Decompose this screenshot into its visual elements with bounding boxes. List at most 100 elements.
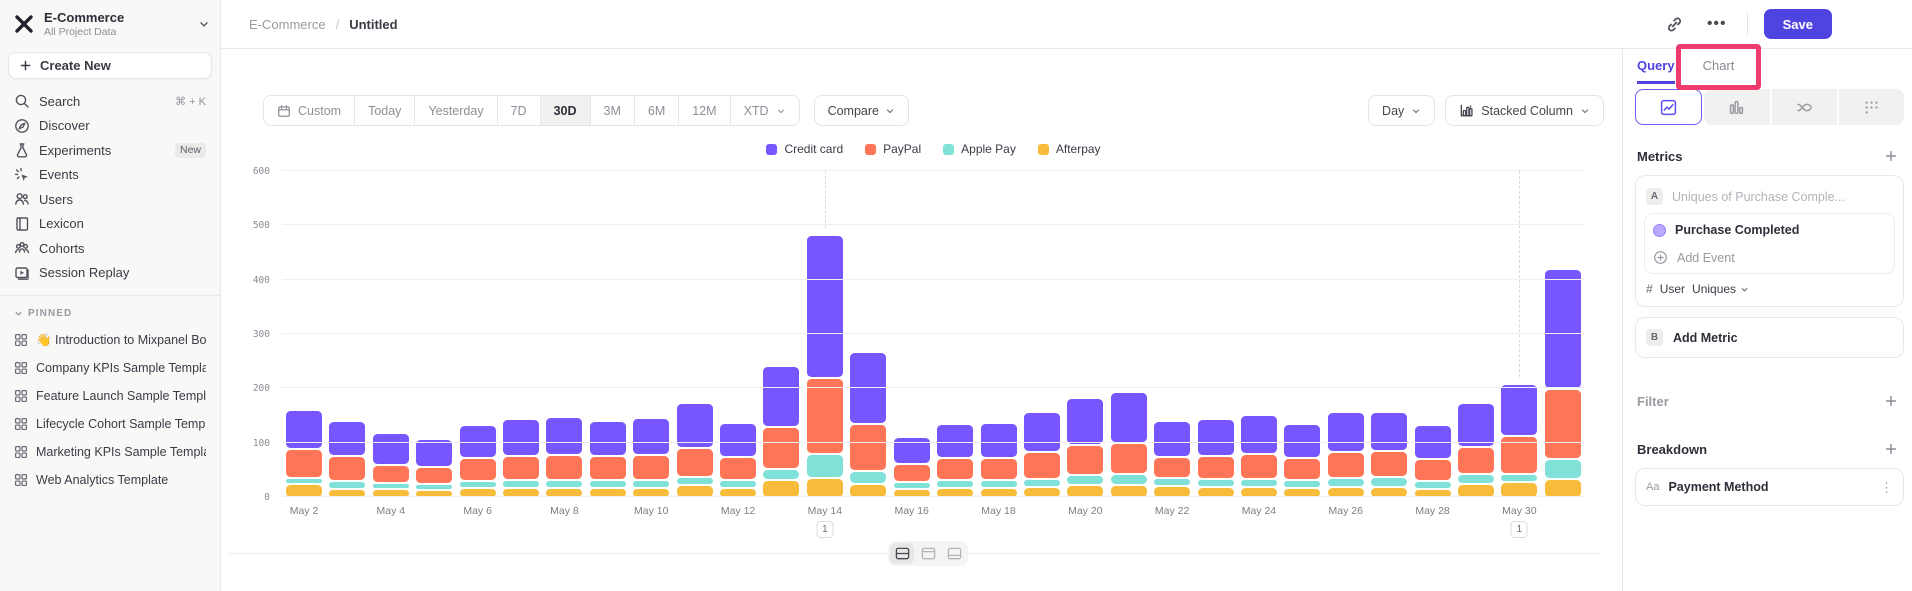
bar-segment-paypal[interactable] — [589, 457, 626, 479]
bar-segment-paypal[interactable] — [1414, 460, 1451, 480]
bar-segment-afterpay[interactable] — [416, 490, 453, 497]
bar-segment-apple-pay[interactable] — [503, 480, 540, 487]
bar-segment-afterpay[interactable] — [763, 480, 800, 497]
pinned-section-toggle[interactable]: PINNED — [0, 304, 220, 322]
bar-segment-afterpay[interactable] — [1240, 488, 1277, 497]
bar-segment-afterpay[interactable] — [372, 490, 409, 497]
bar-segment-credit-card[interactable] — [1327, 412, 1364, 452]
bar-segment-credit-card[interactable] — [1501, 384, 1538, 436]
bar-segment-afterpay[interactable] — [1023, 488, 1060, 497]
pinned-board-item[interactable]: Web Analytics Template — [8, 466, 212, 494]
viz-tab-line-chart[interactable] — [1635, 89, 1703, 125]
pinned-board-item[interactable]: Feature Launch Sample Templa — [8, 382, 212, 410]
bar-column-may-20[interactable]: May 20 — [1067, 171, 1104, 517]
bar-segment-apple-pay[interactable] — [676, 477, 713, 485]
date-range-3m[interactable]: 3M — [590, 96, 635, 125]
tab-chart[interactable]: Chart — [1702, 57, 1735, 73]
bar-segment-credit-card[interactable] — [1154, 422, 1191, 457]
bar-column-may-25[interactable] — [1284, 171, 1321, 497]
bar-segment-apple-pay[interactable] — [372, 483, 409, 489]
layout-bottom-button[interactable] — [942, 543, 966, 564]
create-new-button[interactable]: Create New — [8, 52, 212, 79]
date-range-6m[interactable]: 6M — [634, 96, 680, 125]
date-range-30d[interactable]: 30D — [540, 96, 591, 125]
add-event-button[interactable]: Add Event — [1653, 244, 1886, 271]
bar-segment-paypal[interactable] — [1457, 448, 1494, 474]
bar-segment-afterpay[interactable] — [720, 488, 757, 497]
bar-column-may-28[interactable]: May 28 — [1414, 171, 1451, 517]
bar-segment-paypal[interactable] — [1023, 453, 1060, 478]
bar-segment-afterpay[interactable] — [546, 488, 583, 497]
bar-segment-paypal[interactable] — [546, 456, 583, 479]
bar-segment-credit-card[interactable] — [1023, 412, 1060, 452]
bar-segment-paypal[interactable] — [806, 378, 843, 454]
bar-segment-afterpay[interactable] — [1284, 488, 1321, 497]
metric-header[interactable]: A Uniques of Purchase Comple... — [1644, 184, 1895, 213]
bar-segment-paypal[interactable] — [416, 468, 453, 484]
legend-item-apple-pay[interactable]: Apple Pay — [943, 142, 1016, 156]
bar-segment-afterpay[interactable] — [503, 488, 540, 497]
legend-item-afterpay[interactable]: Afterpay — [1037, 142, 1101, 156]
date-range-12m[interactable]: 12M — [679, 96, 731, 125]
bar-column-may-4[interactable]: May 4 — [372, 171, 409, 517]
bar-segment-credit-card[interactable] — [589, 422, 626, 456]
bar-segment-credit-card[interactable] — [372, 434, 409, 464]
date-range-7d[interactable]: 7D — [497, 96, 541, 125]
share-link-button[interactable] — [1662, 12, 1687, 37]
sidebar-item-users[interactable]: Users — [8, 187, 212, 212]
bar-segment-afterpay[interactable] — [286, 484, 322, 497]
bar-segment-apple-pay[interactable] — [589, 480, 626, 487]
bar-segment-paypal[interactable] — [633, 456, 670, 479]
bar-segment-apple-pay[interactable] — [286, 478, 322, 483]
viz-tab-bar-columns[interactable] — [1704, 89, 1770, 125]
bar-segment-credit-card[interactable] — [1067, 399, 1104, 445]
bar-segment-afterpay[interactable] — [459, 488, 496, 497]
bar-segment-apple-pay[interactable] — [720, 481, 757, 487]
bar-segment-apple-pay[interactable] — [1371, 478, 1408, 486]
bar-segment-credit-card[interactable] — [329, 422, 366, 456]
bar-column-may-14[interactable]: May 14 1 — [806, 171, 843, 538]
bar-segment-apple-pay[interactable] — [763, 469, 800, 479]
bar-segment-paypal[interactable] — [980, 458, 1017, 480]
bar-segment-apple-pay[interactable] — [1327, 478, 1364, 487]
bar-column-may-22[interactable]: May 22 — [1154, 171, 1191, 517]
bar-segment-paypal[interactable] — [1240, 454, 1277, 478]
bar-segment-afterpay[interactable] — [1197, 487, 1234, 497]
bar-segment-paypal[interactable] — [676, 449, 713, 476]
date-range-today[interactable]: Today — [355, 96, 416, 125]
sidebar-item-events[interactable]: Events — [8, 163, 212, 188]
bar-column-may-19[interactable] — [1023, 171, 1060, 497]
bar-column-may-16[interactable]: May 16 — [893, 171, 930, 517]
bar-column-may-8[interactable]: May 8 — [546, 171, 583, 517]
date-range-yesterday[interactable]: Yesterday — [415, 96, 498, 125]
sidebar-item-discover[interactable]: Discover — [8, 114, 212, 139]
chart-type-dropdown[interactable]: Stacked Column — [1445, 95, 1604, 126]
bar-segment-apple-pay[interactable] — [416, 485, 453, 489]
bar-segment-afterpay[interactable] — [980, 488, 1017, 497]
bar-segment-paypal[interactable] — [850, 424, 887, 471]
bar-segment-afterpay[interactable] — [1544, 480, 1581, 497]
breadcrumb-project[interactable]: E-Commerce — [249, 16, 326, 32]
bar-segment-apple-pay[interactable] — [806, 455, 843, 477]
bar-segment-afterpay[interactable] — [1067, 486, 1104, 497]
pinned-board-item[interactable]: 👋 Introduction to Mixpanel Bo — [8, 326, 212, 354]
bar-segment-paypal[interactable] — [1197, 457, 1234, 478]
layout-top-button[interactable] — [916, 543, 940, 564]
sidebar-item-session-replay[interactable]: Session Replay — [8, 261, 212, 286]
bar-segment-paypal[interactable] — [1501, 437, 1538, 474]
bar-segment-paypal[interactable] — [1110, 443, 1147, 474]
bar-segment-paypal[interactable] — [459, 459, 496, 480]
tab-query[interactable]: Query — [1637, 49, 1675, 84]
bar-column-may-3[interactable] — [329, 171, 366, 497]
bar-segment-afterpay[interactable] — [1371, 487, 1408, 497]
viz-tab-flow[interactable] — [1771, 89, 1837, 125]
bar-segment-apple-pay[interactable] — [1197, 479, 1234, 486]
bar-column-may-29[interactable] — [1457, 171, 1494, 497]
bar-segment-credit-card[interactable] — [1371, 412, 1408, 451]
bar-column-may-12[interactable]: May 12 — [720, 171, 757, 517]
date-range-xtd[interactable]: XTD — [730, 96, 799, 125]
breadcrumb-report-title[interactable]: Untitled — [349, 16, 398, 32]
bar-segment-apple-pay[interactable] — [1067, 476, 1104, 485]
bar-segment-credit-card[interactable] — [806, 236, 843, 377]
sidebar-item-lexicon[interactable]: Lexicon — [8, 212, 212, 237]
